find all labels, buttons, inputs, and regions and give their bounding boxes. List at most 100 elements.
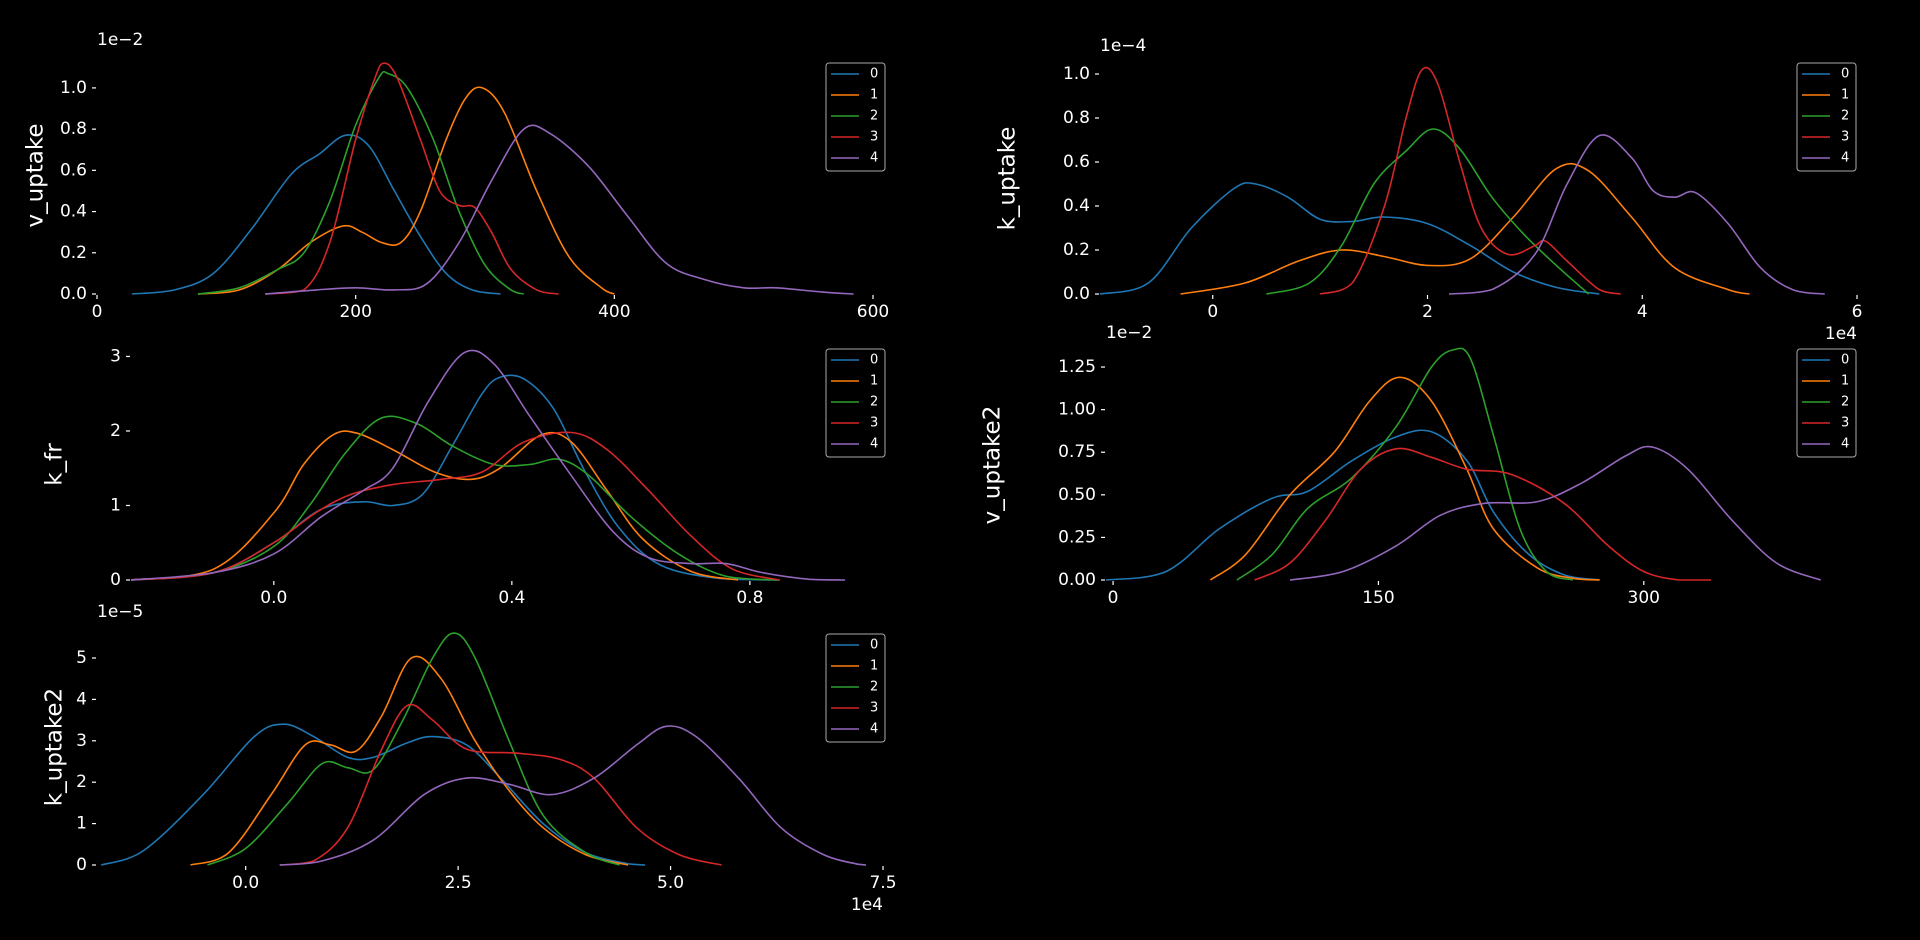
x-tick-label: 0.8 — [736, 588, 763, 608]
series-line-3 — [1319, 66, 1621, 295]
x-tick-label: 200 — [339, 302, 371, 322]
y-tick-label: 0 — [110, 570, 121, 590]
legend: 0 1 2 3 4 — [1796, 348, 1857, 458]
y-tick-label: 3 — [76, 731, 87, 751]
legend-frame — [1796, 348, 1857, 458]
series-line-4 — [265, 124, 854, 295]
legend-label-4: 4 — [870, 151, 878, 166]
x-tick-label: 0.0 — [232, 873, 259, 893]
y-tick-label: 0.25 — [1058, 527, 1096, 547]
legend-frame — [1796, 62, 1857, 172]
legend: 0 1 2 3 4 — [825, 633, 886, 743]
legend-label-2: 2 — [1841, 395, 1849, 410]
series-line-3 — [279, 703, 722, 866]
panel-k-fr: k_fr 0 1 2 3 0.0 0.4 0.8 0 1 2 3 4 — [42, 346, 886, 608]
x-offset-label: 1e4 — [1825, 324, 1857, 344]
legend-frame — [825, 62, 886, 172]
legend-label-0: 0 — [870, 353, 878, 368]
series-line-4 — [1448, 134, 1825, 295]
legend-label-0: 0 — [1841, 353, 1849, 368]
series-line-0 — [1099, 182, 1600, 295]
y-tick-label: 1 — [76, 814, 87, 834]
legend: 0 1 2 3 4 — [825, 348, 886, 458]
panel-v-uptake: v_uptake 1e−2 0.0 0.2 0.4 0.6 0.8 1.0 0 200 400 600… — [23, 30, 890, 322]
series-line-2 — [1266, 128, 1590, 295]
x-tick-label: 5.0 — [657, 873, 684, 893]
y-offset-label: 1e−2 — [97, 30, 143, 50]
x-tick-label: 7.5 — [869, 873, 896, 893]
x-offset-label: 1e4 — [851, 895, 883, 915]
y-tick-label: 2 — [110, 421, 121, 441]
legend-label-0: 0 — [1841, 67, 1849, 82]
y-axis-label: k_uptake2 — [42, 688, 68, 806]
panel-v-uptake2: v_uptake2 1e−2 0.00 0.25 0.50 0.75 1.00 1.25 0 15… — [980, 323, 1857, 608]
y-tick-label: 0.75 — [1058, 442, 1096, 462]
x-tick-label: 300 — [1628, 588, 1660, 608]
legend-label-1: 1 — [870, 659, 878, 674]
y-tick-label: 1 — [110, 495, 121, 515]
x-tick-label: 4 — [1637, 302, 1648, 322]
y-tick-label: 0.0 — [60, 284, 87, 304]
legend-label-4: 4 — [1841, 437, 1849, 452]
legend-label-3: 3 — [1841, 416, 1849, 431]
y-axis-label: k_uptake — [995, 127, 1021, 231]
legend-label-1: 1 — [870, 88, 878, 103]
series-line-2 — [197, 70, 525, 295]
y-tick-label: 0 — [76, 855, 87, 875]
x-tick-label: 6 — [1852, 302, 1863, 322]
y-tick-label: 0.00 — [1058, 570, 1096, 590]
legend-label-1: 1 — [1841, 88, 1849, 103]
y-tick-label: 0.2 — [60, 243, 87, 263]
y-tick-label: 0.2 — [1063, 240, 1090, 260]
legend: 0 1 2 3 4 — [825, 62, 886, 172]
legend-label-3: 3 — [1841, 130, 1849, 145]
legend-label-1: 1 — [870, 374, 878, 389]
legend-label-4: 4 — [1841, 151, 1849, 166]
series-line-0 — [1105, 429, 1600, 581]
x-tick-label: 0.4 — [498, 588, 525, 608]
y-tick-label: 3 — [110, 346, 121, 366]
x-tick-label: 2.5 — [445, 873, 472, 893]
y-offset-label: 1e−4 — [1100, 36, 1146, 56]
y-tick-label: 1.25 — [1058, 357, 1096, 377]
legend-label-0: 0 — [870, 638, 878, 653]
x-tick-label: 0 — [1108, 588, 1119, 608]
series-line-1 — [1209, 376, 1600, 581]
legend-label-4: 4 — [870, 437, 878, 452]
y-axis-label: v_uptake — [23, 123, 49, 227]
y-tick-label: 0.6 — [1063, 152, 1090, 172]
legend-label-2: 2 — [1841, 109, 1849, 124]
y-tick-label: 2 — [76, 772, 87, 792]
legend-label-3: 3 — [870, 130, 878, 145]
y-tick-label: 0.6 — [60, 160, 87, 180]
y-tick-label: 0.4 — [1063, 196, 1090, 216]
series-line-4 — [279, 725, 867, 866]
x-tick-label: 600 — [857, 302, 889, 322]
series-line-3 — [265, 62, 559, 295]
series-line-2 — [1236, 347, 1574, 581]
x-tick-label: 0 — [92, 302, 103, 322]
legend-frame — [825, 633, 886, 743]
legend: 0 1 2 3 4 — [1796, 62, 1857, 172]
series-line-2 — [130, 415, 780, 581]
y-tick-label: 0.4 — [60, 202, 87, 222]
legend-label-2: 2 — [870, 680, 878, 695]
series-line-0 — [100, 723, 646, 866]
panel-k-uptake: k_uptake 1e−4 1e4 0.0 0.2 0.4 0.6 0.8 1.0 0 2 4 6 0 1 2… — [995, 36, 1863, 344]
y-axis-label: v_uptake2 — [980, 406, 1006, 525]
legend-label-4: 4 — [870, 722, 878, 737]
series-line-2 — [207, 632, 620, 866]
legend-label-2: 2 — [870, 395, 878, 410]
y-axis-label: k_fr — [42, 443, 68, 486]
y-tick-label: 0.8 — [60, 119, 87, 139]
x-tick-label: 0 — [1207, 302, 1218, 322]
y-tick-label: 5 — [76, 648, 87, 668]
y-tick-label: 1.00 — [1058, 400, 1096, 420]
y-tick-label: 4 — [76, 689, 87, 709]
panel-k-uptake2: k_uptake2 1e−5 1e4 0 1 2 3 4 5 0.0 2.5 5.0 7.5 0 1 2 3 4 — [42, 602, 897, 915]
series-line-4 — [1289, 445, 1821, 581]
series-line-1 — [197, 86, 615, 295]
y-offset-label: 1e−5 — [97, 602, 143, 622]
series-line-3 — [130, 431, 780, 581]
